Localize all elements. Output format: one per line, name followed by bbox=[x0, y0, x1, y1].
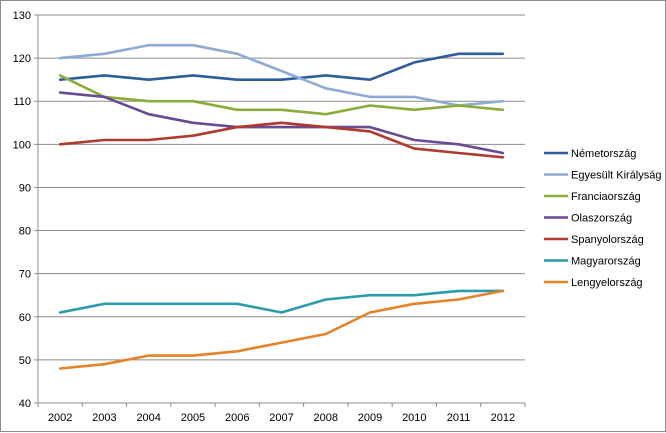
y-tick-label: 130 bbox=[13, 10, 31, 22]
x-tick-label: 2007 bbox=[269, 412, 293, 424]
series-line-1 bbox=[58, 52, 505, 81]
legend-label: Olaszország bbox=[571, 213, 632, 225]
x-tick-label: 2011 bbox=[447, 412, 471, 424]
series-line-3 bbox=[58, 74, 505, 116]
series-line-7 bbox=[58, 289, 505, 370]
gridlines bbox=[38, 14, 525, 361]
x-tick-label: 2004 bbox=[136, 412, 160, 424]
x-tick-label: 2008 bbox=[314, 412, 338, 424]
y-axis-ticks: 40 50 60 70 80 90 100 110 120 130 bbox=[13, 10, 38, 410]
x-tick-label: 2003 bbox=[92, 412, 116, 424]
legend-label: Lengyelország bbox=[571, 277, 643, 289]
y-tick-label: 100 bbox=[13, 139, 31, 151]
y-tick-label: 40 bbox=[19, 398, 31, 410]
x-tick-label: 2002 bbox=[48, 412, 72, 424]
legend-label: Egyesült Királyság bbox=[571, 170, 662, 182]
y-tick-label: 60 bbox=[19, 312, 31, 324]
y-tick-label: 120 bbox=[13, 53, 31, 65]
series-lines bbox=[58, 43, 505, 370]
series-line-6 bbox=[58, 289, 505, 314]
x-tick-label: 2009 bbox=[358, 412, 382, 424]
y-tick-label: 50 bbox=[19, 355, 31, 367]
legend-label: Spanyolország bbox=[571, 234, 644, 246]
y-tick-label: 80 bbox=[19, 226, 31, 238]
x-tick-label: 2012 bbox=[491, 412, 515, 424]
y-tick-label: 70 bbox=[19, 269, 31, 281]
series-line-2 bbox=[58, 43, 505, 107]
axes bbox=[37, 15, 525, 404]
x-tick-label: 2005 bbox=[181, 412, 205, 424]
series-line-4 bbox=[58, 91, 505, 155]
legend-label: Franciaország bbox=[571, 191, 641, 203]
legend-label: Németország bbox=[571, 148, 636, 160]
x-tick-label: 2006 bbox=[225, 412, 249, 424]
y-tick-label: 90 bbox=[19, 182, 31, 194]
y-tick-label: 110 bbox=[13, 96, 31, 108]
series-line-5 bbox=[58, 121, 505, 159]
x-axis-ticks: 2002 2003 2004 2005 2006 2007 2008 2009 2010 2011… bbox=[37, 403, 526, 424]
x-tick-label: 2010 bbox=[402, 412, 426, 424]
legend-label: Magyarország bbox=[571, 256, 641, 268]
legend: Németország Egyesült Királyság Franciaorsz… bbox=[544, 148, 662, 289]
